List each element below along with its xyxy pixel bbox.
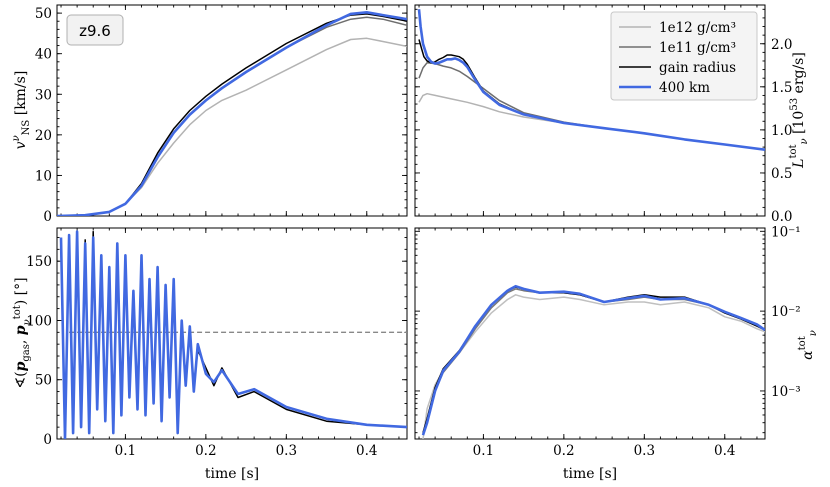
y-axis-label-angle-part: tot xyxy=(12,305,23,319)
x-axis-label: time [s] xyxy=(205,466,259,482)
legend-label: 1e12 g/cm³ xyxy=(659,20,736,36)
legend-label: 400 km xyxy=(659,80,710,96)
y-axis-label-velocity: vνNS [km/s] xyxy=(11,71,32,150)
y-axis-label-luminosity-part: erg/s] xyxy=(791,52,807,98)
y-axis-label-luminosity-part: 53 xyxy=(789,98,800,111)
y-tick-label: 10⁻¹ xyxy=(771,224,801,240)
y-tick-label: 30 xyxy=(35,87,52,103)
y-tick-label: 1.5 xyxy=(771,80,792,96)
y-axis-label-velocity-part: ν xyxy=(11,135,22,141)
legend-label: 1e11 g/cm³ xyxy=(659,40,736,56)
y-axis-label-velocity-part: [km/s] xyxy=(13,71,29,120)
x-tick-label: 0.4 xyxy=(714,443,735,459)
series-line-400-km xyxy=(57,11,407,216)
y-tick-label: 0 xyxy=(43,432,52,448)
y-axis-label-luminosity-part: tot xyxy=(788,144,799,158)
x-tick-label: 0.1 xyxy=(115,443,136,459)
x-axis-label: time [s] xyxy=(563,466,617,482)
y-tick-label: 10⁻² xyxy=(771,304,801,320)
legend-label: gain radius xyxy=(659,60,736,76)
y-axis-label-alpha: αtotν xyxy=(797,330,819,360)
y-axis-label-angle-part: ∢( xyxy=(13,371,29,388)
y-axis-label-velocity-part: v xyxy=(13,141,29,149)
y-tick-label: 0.5 xyxy=(771,166,792,182)
y-tick-label: 2.0 xyxy=(771,37,792,53)
x-tick-label: 0.1 xyxy=(473,443,494,459)
y-axis-label-alpha-part: α xyxy=(800,350,816,360)
y-axis-label-luminosity-part: L xyxy=(791,159,807,169)
panel-bottom-right-frame xyxy=(414,227,766,440)
y-axis-label-angle-part: , xyxy=(13,335,29,344)
series-line-1e11-g-cm-3 xyxy=(57,16,407,216)
y-tick-label: 0 xyxy=(43,209,52,225)
y-axis-label-luminosity: Ltotν [1053 erg/s] xyxy=(788,52,810,169)
series-line-gain-radius xyxy=(422,286,765,433)
chart-marks xyxy=(57,4,765,440)
y-tick-label: 10 xyxy=(35,168,52,184)
panel-bottom-left-frame xyxy=(56,227,408,440)
series-line-1e12-g-cm-3 xyxy=(418,92,765,151)
x-tick-label: 0.3 xyxy=(634,443,655,459)
series-line-400-km xyxy=(417,9,765,151)
y-tick-label: 1.0 xyxy=(771,123,792,139)
y-axis-label-alpha-part: tot xyxy=(797,336,808,350)
y-tick-label: 50 xyxy=(35,373,52,389)
legend-box xyxy=(610,11,758,101)
y-tick-label: 150 xyxy=(26,254,52,270)
annotation-box xyxy=(66,14,124,46)
y-axis-label-angle-part: ν xyxy=(22,319,33,325)
y-tick-label: 20 xyxy=(35,128,52,144)
panel-top-right-frame xyxy=(414,4,766,217)
y-axis-label-angle-part: ) [°] xyxy=(13,277,29,305)
y-axis-label-angle-part: p xyxy=(13,325,29,335)
y-tick-label: 10⁻³ xyxy=(771,384,801,400)
y-tick-label: 40 xyxy=(35,47,52,63)
x-tick-label: 0.2 xyxy=(195,443,216,459)
y-axis-label-velocity-part: NS xyxy=(21,120,32,136)
annotation-label: z9.6 xyxy=(79,22,111,40)
x-tick-label: 0.2 xyxy=(553,443,574,459)
series-line-400-km xyxy=(59,230,407,439)
y-axis-label-luminosity-part: ν xyxy=(799,138,810,144)
y-axis-label-angle-part: p xyxy=(13,361,29,371)
series-line-400-km xyxy=(421,284,765,436)
x-tick-label: 0.4 xyxy=(356,443,377,459)
y-axis-label-angle-part: gas xyxy=(21,344,32,362)
y-tick-label: 0.0 xyxy=(771,209,792,225)
y-tick-label: 100 xyxy=(26,313,52,329)
series-line-1e12-g-cm-3 xyxy=(422,294,765,439)
y-axis-label-alpha-part: ν xyxy=(808,330,819,336)
x-tick-label: 0.3 xyxy=(276,443,297,459)
y-tick-label: 50 xyxy=(35,6,52,22)
series-line-1e12-g-cm-3 xyxy=(57,37,407,216)
chart-labels: 0 10 20 30 40 50 z9.6 0.0 0.5 1.0 1.5 2.0 1e12 g/cm³… xyxy=(11,6,819,482)
y-axis-label-luminosity-part: [10 xyxy=(791,111,807,139)
y-axis-label-angle: ∢(pgas, pνtot) [°] xyxy=(12,277,33,388)
